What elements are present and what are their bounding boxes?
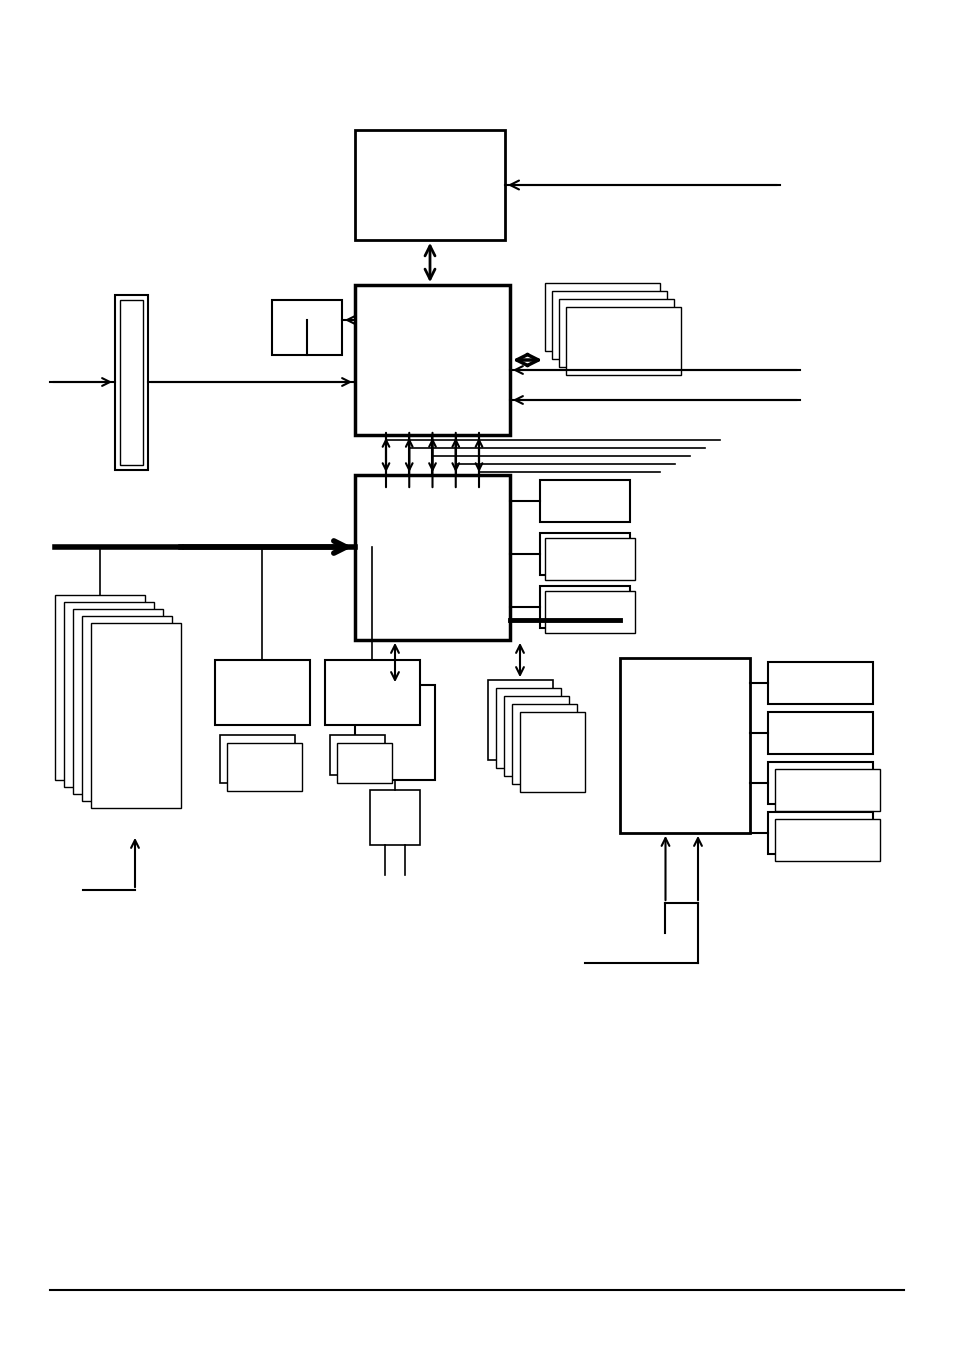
Bar	[539, 481, 629, 523]
Bar	[619, 658, 749, 833]
Bar	[355, 685, 435, 780]
Bar	[64, 603, 153, 787]
Bar	[82, 616, 172, 802]
Bar	[767, 762, 872, 804]
Bar	[544, 590, 635, 634]
Bar	[220, 735, 294, 783]
Bar	[330, 735, 385, 774]
Bar	[325, 659, 419, 724]
Bar	[91, 623, 181, 808]
Bar	[565, 307, 680, 375]
Bar	[120, 301, 143, 464]
Bar	[214, 659, 310, 724]
Bar	[370, 789, 419, 845]
Bar	[767, 662, 872, 704]
Bar	[336, 743, 392, 783]
Bar	[227, 743, 302, 791]
Bar	[355, 475, 510, 640]
Bar	[355, 130, 504, 240]
Bar	[552, 291, 666, 359]
Bar	[55, 594, 145, 780]
Bar	[503, 696, 568, 776]
Bar	[774, 769, 879, 811]
Bar	[519, 712, 584, 792]
Bar	[544, 283, 659, 351]
Bar	[767, 812, 872, 854]
Bar	[767, 712, 872, 754]
Bar	[539, 533, 629, 575]
Bar	[539, 586, 629, 628]
Bar	[544, 538, 635, 580]
Bar	[115, 295, 148, 470]
Bar	[558, 299, 673, 367]
Bar	[774, 819, 879, 861]
Bar	[355, 284, 510, 435]
Bar	[272, 301, 341, 355]
Bar	[488, 680, 553, 760]
Bar	[73, 609, 163, 793]
Bar	[512, 704, 577, 784]
Bar	[496, 688, 560, 768]
